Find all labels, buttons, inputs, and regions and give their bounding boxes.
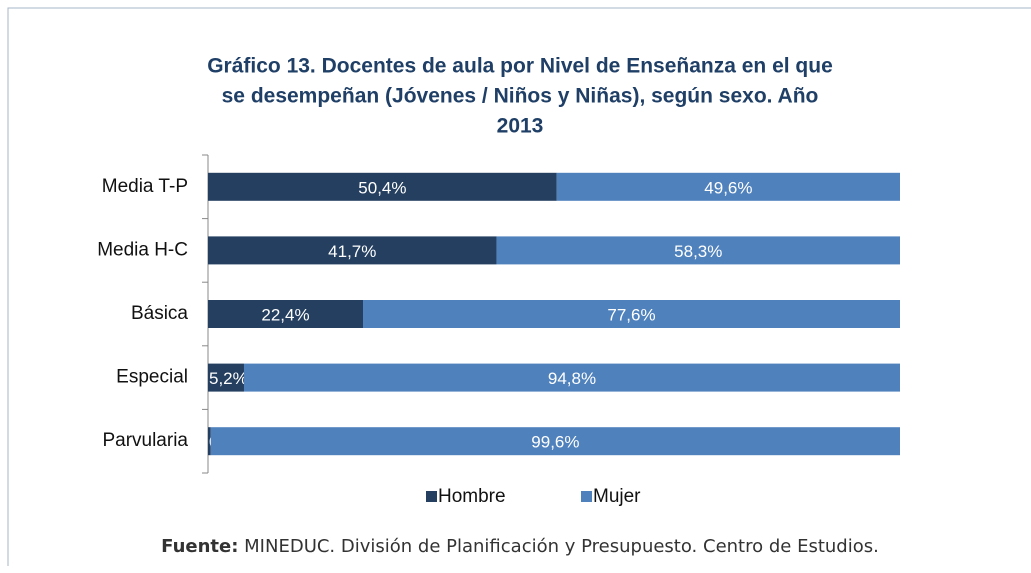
bar-segment xyxy=(208,363,244,392)
legend-label: Hombre xyxy=(438,486,506,507)
y-tick-label: Media H-C xyxy=(97,239,188,260)
value-label: 94,8% xyxy=(548,369,596,388)
bar-segment xyxy=(208,236,497,265)
legend-swatch xyxy=(426,491,437,502)
value-label: 22,4% xyxy=(261,305,309,324)
chart-title: 2013 xyxy=(497,115,544,138)
legend-label: Mujer xyxy=(593,486,641,507)
frame xyxy=(7,7,1031,566)
bar-segment xyxy=(496,236,900,265)
value-label: 5,2% xyxy=(209,369,248,388)
y-tick-label: Media T-P xyxy=(102,176,188,197)
bar-segment xyxy=(363,300,900,328)
bar-segment xyxy=(210,427,900,456)
y-tick-label: Básica xyxy=(131,303,188,324)
y-tick-label: Especial xyxy=(116,367,188,388)
value-label: 49,6% xyxy=(704,178,752,197)
y-tick-label: Parvularia xyxy=(102,430,188,451)
legend-swatch xyxy=(581,491,592,502)
value-label: 50,4% xyxy=(358,178,406,197)
value-label: 77,6% xyxy=(607,305,655,324)
bar-segment xyxy=(208,427,211,456)
value-label: 41,7% xyxy=(328,242,376,261)
source: Fuente: MINEDUC. División de Planificaci… xyxy=(161,536,879,557)
source-label: Fuente: xyxy=(161,536,238,557)
chart-title: se desempeñan (Jóvenes / Niños y Niñas),… xyxy=(222,85,819,108)
value-label: 99,6% xyxy=(531,433,579,452)
bar-segment xyxy=(208,172,557,201)
bar-segment xyxy=(208,300,364,328)
bar-segment xyxy=(556,172,900,201)
chart-title: Gráfico 13. Docentes de aula por Nivel d… xyxy=(207,55,833,78)
source-text: MINEDUC. División de Planificación y Pre… xyxy=(244,536,879,557)
value-label: 58,3% xyxy=(674,242,722,261)
bar-segment xyxy=(243,363,900,392)
